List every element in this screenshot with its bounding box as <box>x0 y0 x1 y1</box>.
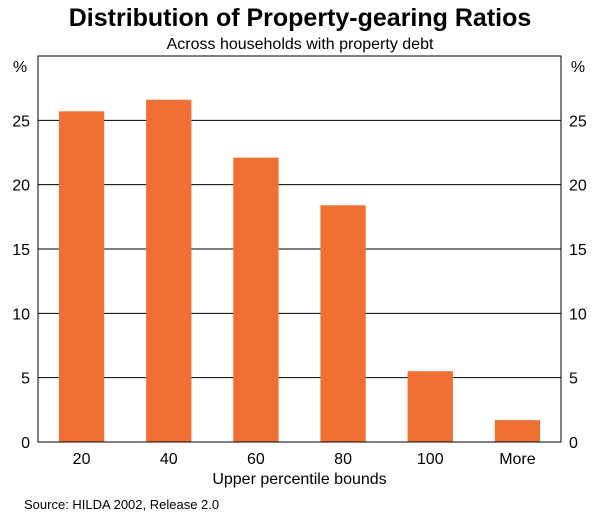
chart-subtitle: Across households with property debt <box>166 36 434 53</box>
y-tick-label-left: 0 <box>21 435 30 452</box>
x-axis-label: Upper percentile bounds <box>212 471 386 488</box>
y-tick-label-left: 10 <box>12 306 30 323</box>
y-axis-label-left: % <box>13 59 27 76</box>
bar-more <box>494 420 541 442</box>
bar-60 <box>233 157 279 442</box>
source-note: Source: HILDA 2002, Release 2.0 <box>24 497 220 512</box>
y-axis-label-right: % <box>571 59 585 76</box>
y-tick-label-right: 5 <box>569 371 578 388</box>
bar-80 <box>320 205 366 442</box>
y-tick-label-right: 25 <box>569 113 587 130</box>
y-tick-label-right: 0 <box>569 435 578 452</box>
y-tick-label-right: 15 <box>569 242 587 259</box>
x-tick-label: 80 <box>334 451 352 468</box>
x-tick-label: 40 <box>160 451 178 468</box>
x-tick-label: 100 <box>417 451 444 468</box>
y-tick-label-left: 15 <box>12 242 30 259</box>
y-tick-label-left: 5 <box>21 371 30 388</box>
y-tick-label-left: 20 <box>12 178 30 195</box>
y-tick-label-left: 25 <box>12 113 30 130</box>
bar-40 <box>146 99 192 442</box>
y-tick-label-right: 10 <box>569 306 587 323</box>
x-tick-label: 20 <box>73 451 91 468</box>
bar-20 <box>58 111 105 443</box>
y-tick-label-right: 20 <box>569 178 587 195</box>
x-tick-label: More <box>499 451 536 468</box>
x-tick-label: 60 <box>247 451 265 468</box>
bar-100 <box>407 371 453 442</box>
chart-title: Distribution of Property-gearing Ratios <box>68 4 532 32</box>
plot-frame <box>37 55 562 443</box>
